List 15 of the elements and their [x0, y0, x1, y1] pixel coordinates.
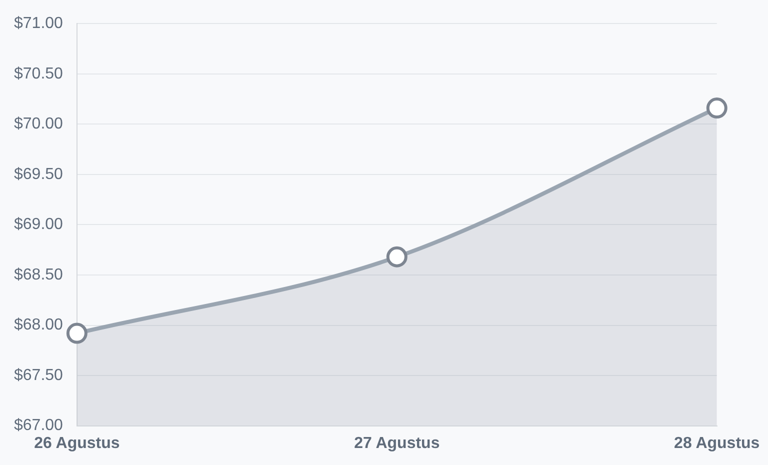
- x-tick-label: 26 Agustus: [34, 434, 120, 452]
- point: [706, 98, 728, 119]
- y-tick-label: $68.50: [14, 266, 64, 284]
- x-tick-label: 27 Agustus: [354, 434, 440, 452]
- y-tick-label: $68.00: [14, 316, 64, 334]
- point: [386, 246, 408, 268]
- y-tick-label: $67.00: [14, 417, 64, 434]
- y-tick-label: $71.00: [14, 15, 64, 32]
- y-tick-label: $69.00: [14, 216, 64, 234]
- y-tick-label: $70.00: [14, 116, 64, 133]
- x-tick-label: 28 Agustus: [674, 434, 760, 452]
- y-tick-label: $70.50: [14, 65, 64, 82]
- y-tick-label: $69.50: [14, 166, 64, 183]
- point: [66, 322, 88, 344]
- y-tick-label: $67.50: [14, 366, 64, 384]
